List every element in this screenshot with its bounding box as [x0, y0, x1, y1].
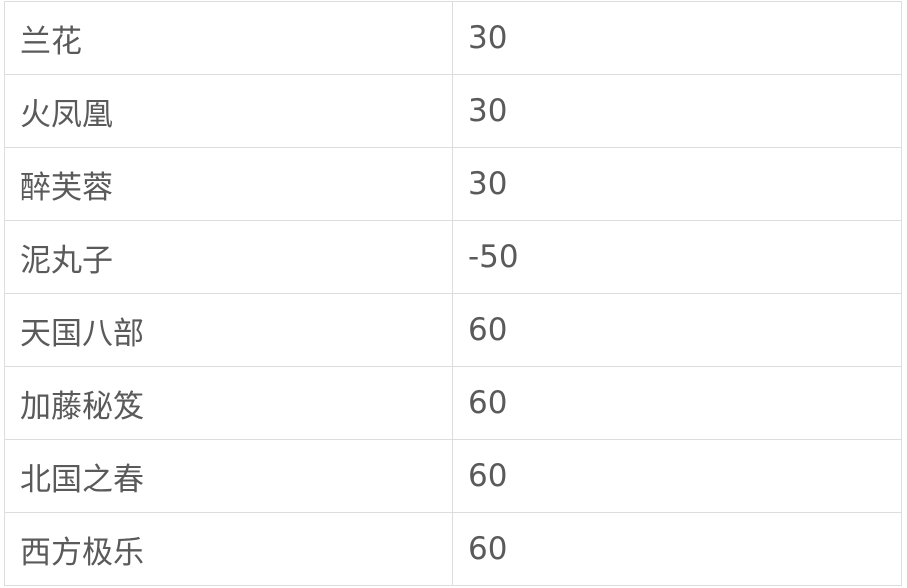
table-row: 泥丸子 -50 [4, 220, 902, 294]
table-row: 北国之春 60 [4, 439, 902, 513]
value-cell: 30 [452, 74, 902, 148]
name-cell: 西方极乐 [4, 512, 453, 586]
table-row: 加藤秘笈 60 [4, 366, 902, 440]
name-cell: 北国之春 [4, 439, 453, 513]
value-cell: -50 [452, 220, 902, 294]
name-cell: 天国八部 [4, 293, 453, 367]
name-cell: 醉芙蓉 [4, 147, 453, 221]
name-cell: 泥丸子 [4, 220, 453, 294]
value-cell: 30 [452, 1, 902, 75]
table-row: 醉芙蓉 30 [4, 147, 902, 221]
value-cell: 30 [452, 147, 902, 221]
name-cell: 加藤秘笈 [4, 366, 453, 440]
table-row: 西方极乐 60 [4, 512, 902, 586]
value-cell: 60 [452, 512, 902, 586]
name-cell: 火凤凰 [4, 74, 453, 148]
name-cell: 兰花 [4, 1, 453, 75]
value-cell: 60 [452, 366, 902, 440]
value-cell: 60 [452, 293, 902, 367]
table-row: 兰花 30 [4, 1, 902, 75]
table-row: 火凤凰 30 [4, 74, 902, 148]
table-row: 天国八部 60 [4, 293, 902, 367]
data-table: 兰花 30 火凤凰 30 醉芙蓉 30 泥丸子 -50 天国八部 60 加藤秘笈 60 北国之春 60 西方… [4, 1, 902, 586]
value-cell: 60 [452, 439, 902, 513]
